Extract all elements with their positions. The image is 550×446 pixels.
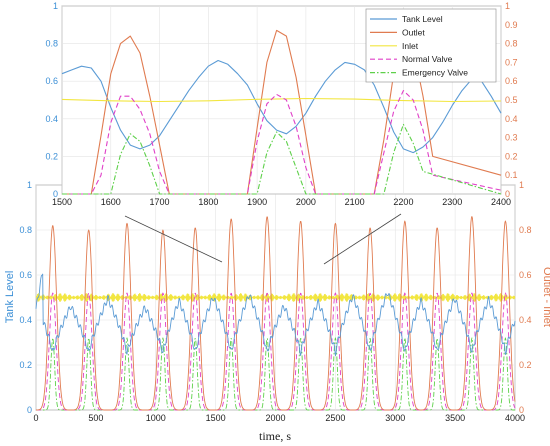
zoom-y-tick-label-left: 0.8	[45, 39, 58, 49]
zoom-y-tick-label-left: 0.4	[45, 114, 58, 124]
zoom-inset-chart: 1500 1600 1700 1800 1900 2000 2100 2200 2300 2400…	[45, 1, 517, 207]
legend-label-outlet: Outlet	[402, 27, 425, 37]
zoom-y-tick-label-right: 0.5	[505, 95, 518, 105]
main-x-tick-label: 1000	[146, 413, 166, 423]
main-series-line-inlet	[35, 293, 516, 302]
main-y-tick-label-left: 0.8	[19, 225, 32, 235]
main-series-group	[35, 216, 516, 411]
series-line-inlet	[61, 97, 502, 103]
zoom-ticks: 1500 1600 1700 1800 1900 2000 2100 2200 2300 2400…	[45, 1, 517, 207]
main-ticks: 0 500 1000 1500 2000 2500 3000 3500 400000.20.40…	[19, 180, 531, 423]
zoom-y-tick-label-right: 0.7	[505, 57, 518, 67]
main-y-tick-label-left: 0.4	[19, 315, 32, 325]
zoom-x-tick-label: 2000	[296, 197, 316, 207]
main-x-tick-label: 500	[88, 413, 103, 423]
zoom-y-tick-label-right: 0.9	[505, 20, 518, 30]
legend-box	[365, 8, 497, 83]
main-x-tick-label: 0	[33, 413, 38, 423]
y-axis-label-left: Tank Level	[4, 271, 16, 324]
zoom-x-tick-label: 2300	[442, 197, 462, 207]
series-line-emergency-valve	[62, 123, 502, 195]
series-line-tank-level	[61, 59, 502, 154]
main-series-line-normal-valve	[36, 292, 516, 411]
main-y-tick-label-right: 0.6	[519, 270, 532, 280]
main-series-line-outlet	[36, 216, 516, 411]
zoom-y-tick-label-right: 0.1	[505, 170, 518, 180]
zoom-series-group	[61, 29, 502, 195]
zoom-y-tick-label-left: 0.6	[45, 76, 58, 86]
main-y-tick-label-left: 0	[27, 405, 32, 415]
zoom-y-tick-label-left: 1	[53, 1, 58, 11]
zoom-x-tick-label: 1800	[198, 197, 218, 207]
zoom-y-tick-label-right: 0.3	[505, 133, 518, 143]
zoom-y-tick-label-right: 1	[505, 1, 510, 11]
zoom-legend: Tank Level Outlet Inlet Normal Valve Emergen…	[365, 8, 497, 83]
main-y-tick-label-right: 0.4	[519, 315, 532, 325]
main-x-tick-label: 3500	[445, 413, 465, 423]
zoom-y-tick-label-right: 0.4	[505, 114, 518, 124]
zoom-x-tick-label: 1600	[101, 197, 121, 207]
series-line-normal-valve	[62, 90, 502, 195]
zoom-y-tick-label-left: 0.2	[45, 151, 58, 161]
zoom-y-tick-label-right: 0.2	[505, 151, 518, 161]
zoom-connector-right	[323, 213, 402, 265]
main-y-tick-label-left: 0.2	[19, 360, 32, 370]
zoom-x-tick-label: 1900	[247, 197, 267, 207]
x-axis-label: time, s	[259, 429, 291, 443]
zoom-connector-left	[124, 215, 223, 263]
main-x-tick-label: 2500	[325, 413, 345, 423]
main-x-tick-label: 2000	[265, 413, 285, 423]
y-axis-label-right: Outlet - Inlet	[541, 267, 550, 327]
main-x-tick-label: 4000	[505, 413, 525, 423]
main-x-tick-label: 3000	[385, 413, 405, 423]
legend-label-emergency-valve: Emergency Valve	[402, 68, 468, 78]
zoom-x-tick-label: 1500	[52, 197, 72, 207]
zoom-y-tick-label-right: 0	[505, 189, 510, 199]
main-y-tick-label-right: 0	[519, 405, 524, 415]
zoom-y-tick-label-right: 0.6	[505, 76, 518, 86]
zoom-x-tick-label: 2200	[393, 197, 413, 207]
zoom-y-tick-label-left: 0	[53, 189, 58, 199]
legend-label-normal-valve: Normal Valve	[402, 54, 453, 64]
main-y-tick-label-left: 0.6	[19, 270, 32, 280]
zoom-x-tick-label: 2400	[491, 197, 511, 207]
main-x-tick-label: 1500	[206, 413, 226, 423]
main-series-line-tank-level	[35, 273, 516, 357]
main-y-tick-label-right: 0.8	[519, 225, 532, 235]
main-chart: 0 500 1000 1500 2000 2500 3000 3500 400000.20.40…	[4, 180, 550, 443]
zoom-x-tick-label: 2100	[345, 197, 365, 207]
legend-label-tank-level: Tank Level	[402, 14, 443, 24]
zoom-y-tick-label-right: 0.8	[505, 39, 518, 49]
main-y-tick-label-right: 0.2	[519, 360, 532, 370]
zoom-x-tick-label: 1700	[150, 197, 170, 207]
main-y-tick-label-left: 1	[27, 180, 32, 190]
main-y-tick-label-right: 1	[519, 180, 524, 190]
legend-label-inlet: Inlet	[402, 41, 419, 51]
